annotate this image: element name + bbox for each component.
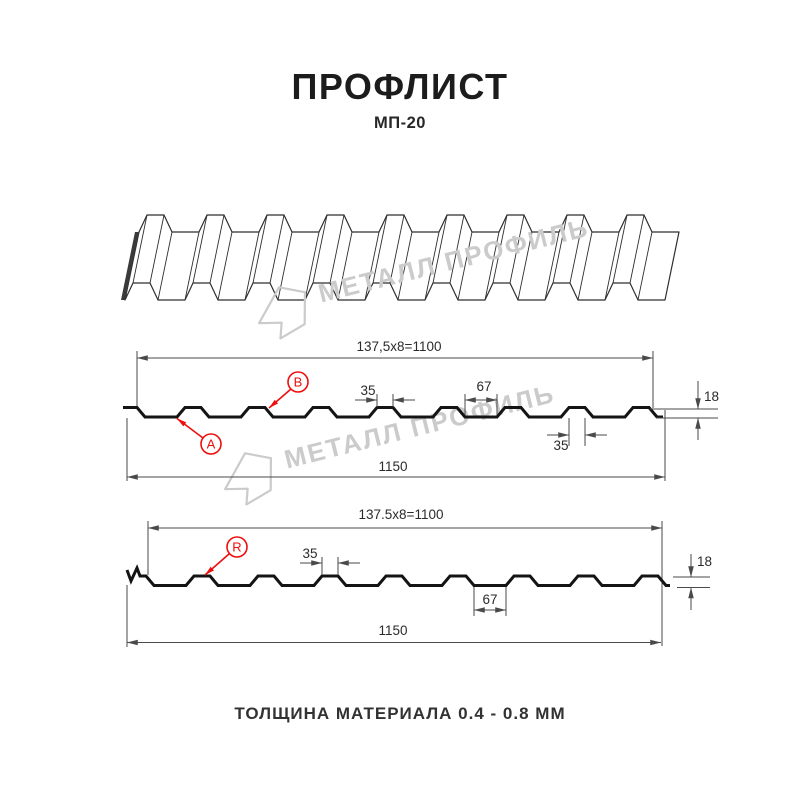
profile-outline: [123, 406, 663, 419]
page-subtitle: МП-20: [374, 114, 426, 132]
overall-width-value: 1150: [378, 623, 407, 638]
rib-gap-value: 67: [482, 592, 497, 607]
rib-top-width-value: 35: [360, 383, 375, 398]
working-width-value: 137,5x8=1100: [357, 339, 442, 354]
overall-width-dimension: 1150: [126, 410, 666, 481]
section-ab-drawing: 137,5x8=1100 A B 35 67 18: [123, 339, 719, 481]
profile-height-value: 18: [704, 389, 719, 404]
rib-top-width-dimension: 35: [300, 546, 360, 575]
page-title: ПРОФЛИСТ: [291, 66, 509, 107]
profile-height-dimension: 18: [650, 381, 719, 440]
rib-bottom-width-dimension: 35: [547, 418, 607, 453]
profile-height-dimension: 18: [673, 554, 712, 610]
working-width-dimension: 137,5x8=1100: [136, 339, 654, 408]
section-r-drawing: 137.5x8=1100 R 35 18 67 1150: [125, 507, 712, 647]
rib-gap-dimension: 67: [464, 379, 498, 415]
profile-3d-illustration: [121, 214, 680, 301]
marker-r-label: R: [232, 540, 241, 555]
marker-r-badge: R: [204, 536, 248, 576]
marker-b-label: B: [294, 375, 303, 390]
marker-a-badge: A: [176, 417, 222, 455]
footer-note: ТОЛЩИНА МАТЕРИАЛА 0.4 - 0.8 ММ: [234, 704, 566, 723]
rib-top-width-dimension: 35: [355, 383, 415, 407]
corrugated-sheet-3d: [121, 214, 680, 301]
rib-bottom-width-value: 35: [553, 438, 568, 453]
working-width-value: 137.5x8=1100: [359, 507, 444, 522]
profile-height-value: 18: [697, 554, 712, 569]
rib-top-width-value: 35: [302, 546, 317, 561]
overall-width-value: 1150: [378, 459, 407, 474]
rib-gap-value: 67: [476, 379, 491, 394]
working-width-dimension: 137.5x8=1100: [147, 507, 663, 646]
profile-outline: [125, 564, 670, 587]
marker-a-label: A: [207, 437, 216, 452]
overall-width-dimension: 1150: [126, 585, 662, 647]
rib-gap-dimension: 67: [473, 587, 507, 616]
marker-b-badge: B: [268, 371, 309, 409]
